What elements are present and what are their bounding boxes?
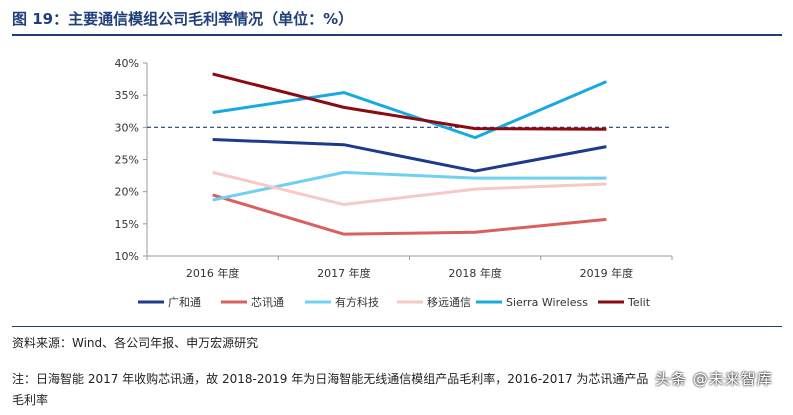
- x-tick-label: 2016 年度: [186, 266, 240, 280]
- line-chart: 10% 15% 20% 25% 30% 35% 40% 2016 年度 2017 年度 2018…: [115, 57, 673, 309]
- legend-label: Sierra Wireless: [506, 296, 588, 309]
- footer-divider: [12, 326, 782, 327]
- title-divider: [12, 34, 782, 36]
- watermark: 头条 @未来智库: [655, 370, 773, 388]
- y-tick-label: 10%: [115, 250, 139, 263]
- y-tick-label: 30%: [115, 121, 139, 134]
- y-tick-label: 35%: [115, 89, 139, 102]
- series-line: [212, 80, 607, 140]
- y-tick-label: 40%: [115, 57, 139, 70]
- x-tick-label: 2017 年度: [317, 266, 371, 280]
- legend-label: 芯讯通: [251, 295, 284, 309]
- source-note: 资料来源：Wind、各公司年报、申万宏源研究: [12, 336, 259, 350]
- footnote: 注：日海智能 2017 年收购芯讯通，故 2018-2019 年为日海智能无线通…: [12, 372, 649, 407]
- y-tick-label: 15%: [115, 218, 139, 231]
- chart-title: 图 19：主要通信模组公司毛利率情况（单位：%）: [12, 10, 354, 28]
- y-tick-label: 20%: [115, 186, 139, 199]
- series-line: [212, 170, 607, 202]
- series-line: [212, 170, 607, 207]
- legend-label: 有方科技: [335, 295, 379, 309]
- x-tick-label: 2018 年度: [448, 266, 502, 280]
- legend-label: Telit: [627, 296, 651, 309]
- series-line: [212, 138, 607, 173]
- series-line: [212, 72, 607, 131]
- series-line: [212, 193, 607, 236]
- legend-label: 移远通信: [427, 296, 471, 309]
- x-tick-label: 2019 年度: [580, 266, 634, 280]
- y-tick-label: 25%: [115, 154, 139, 167]
- legend-label: 广和通: [168, 296, 201, 309]
